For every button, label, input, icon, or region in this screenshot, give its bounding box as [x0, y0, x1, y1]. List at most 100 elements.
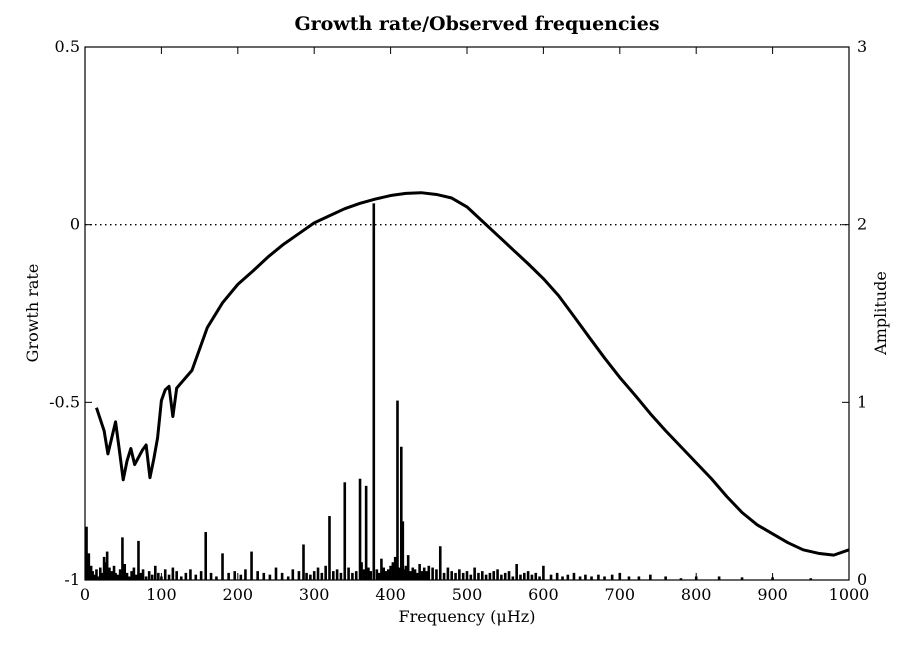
amplitude-bar	[477, 572, 480, 580]
amplitude-bar	[137, 540, 140, 580]
amplitude-bar	[391, 562, 395, 580]
amplitude-bar	[496, 569, 499, 580]
x-tick-label: 200	[223, 585, 254, 604]
amplitude-bar	[664, 576, 667, 580]
amplitude-bar	[809, 578, 813, 580]
amplitude-bar	[404, 565, 408, 580]
amplitude-bar	[110, 571, 114, 580]
amplitude-bar	[367, 567, 370, 580]
left-y-tick-label: 0.5	[55, 37, 80, 56]
amplitude-bar	[362, 569, 366, 580]
amplitude-bar	[132, 567, 136, 580]
amplitude-bar	[139, 572, 143, 580]
amplitude-bar	[446, 567, 450, 580]
amplitude-bar	[291, 569, 295, 580]
right-y-tick-label: 3	[857, 37, 867, 56]
amplitude-bar	[416, 572, 419, 580]
x-tick-label: 800	[681, 585, 712, 604]
amplitude-bar	[377, 572, 381, 580]
amplitude-bar	[372, 203, 376, 580]
amplitude-bar	[420, 571, 424, 580]
amplitude-bar	[233, 571, 237, 580]
amplitude-bar	[297, 571, 301, 580]
amplitude-bar	[209, 572, 213, 580]
amplitude-bar	[199, 571, 203, 580]
amplitude-bar	[507, 571, 511, 580]
growth-rate-series	[95, 191, 850, 557]
amplitude-bar	[411, 567, 415, 580]
amplitude-bar	[101, 572, 104, 580]
right-axis-label: Amplitude	[871, 271, 890, 356]
amplitude-bar	[89, 565, 93, 580]
amplitude-bar	[95, 569, 98, 580]
amplitude-bar	[221, 553, 224, 580]
amplitude-bar	[396, 400, 399, 580]
x-tick-label: 500	[452, 585, 483, 604]
amplitude-bar	[458, 569, 461, 580]
amplitude-bar	[534, 572, 538, 580]
amplitude-bar	[442, 572, 446, 580]
amplitude-bar	[153, 565, 157, 580]
amplitude-bar	[108, 567, 111, 580]
amplitude-bar	[179, 576, 183, 580]
amplitude-bar	[542, 565, 545, 580]
amplitude-bar	[425, 571, 428, 580]
amplitude-bar	[114, 572, 117, 580]
left-axis-ticks: 0.5 0 -0.5 -1	[49, 37, 92, 589]
amplitude-bar	[335, 569, 339, 580]
amplitude-bar	[603, 576, 606, 580]
amplitude-bar	[401, 521, 405, 580]
amplitude-bar	[163, 569, 167, 580]
right-y-tick-label: 2	[857, 215, 867, 234]
amplitude-bar	[435, 569, 438, 580]
amplitude-bar	[549, 574, 553, 580]
amplitude-bar	[584, 574, 587, 580]
growth-rate-line	[95, 191, 850, 557]
amplitude-bar	[597, 574, 600, 580]
amplitude-bar	[87, 553, 91, 580]
x-tick-label: 300	[299, 585, 330, 604]
amplitude-bar	[157, 572, 160, 580]
amplitude-bar	[104, 562, 107, 580]
amplitude-bar	[171, 567, 175, 580]
amplitude-bar	[538, 576, 541, 580]
amplitude-bar	[590, 576, 593, 580]
amplitude-bar	[280, 572, 284, 580]
amplitude-bar	[274, 567, 278, 580]
x-tick-label: 700	[605, 585, 636, 604]
amplitude-bar	[717, 576, 721, 580]
amplitude-bar	[91, 571, 94, 580]
amplitude-bar	[382, 567, 386, 580]
amplitude-bar	[144, 576, 148, 580]
amplitude-bar	[316, 567, 320, 580]
amplitude-bar	[184, 572, 188, 580]
amplitude-bar	[102, 556, 106, 580]
amplitude-bar	[492, 571, 496, 580]
amplitude-bar	[526, 571, 530, 580]
left-y-tick-label: -0.5	[49, 392, 80, 411]
amplitude-bar	[649, 574, 652, 580]
amplitude-bar	[125, 572, 129, 580]
x-tick-label: 400	[375, 585, 406, 604]
amplitude-bar	[403, 569, 406, 580]
amplitude-bar	[384, 571, 388, 580]
amplitude-bar	[339, 572, 343, 580]
amplitude-bar	[740, 577, 744, 580]
right-y-tick-label: 1	[857, 392, 867, 411]
amplitude-bar	[105, 551, 109, 580]
right-y-tick-label: 0	[857, 570, 867, 589]
amplitude-bar	[324, 565, 327, 580]
amplitude-bar	[627, 576, 631, 580]
amplitude-bar	[92, 574, 96, 580]
amplitude-bar	[380, 558, 383, 580]
amplitude-bar	[227, 572, 230, 580]
amplitude-bar	[215, 576, 218, 580]
amplitude-bar	[239, 574, 243, 580]
amplitude-bar	[343, 482, 347, 580]
amplitude-bar	[250, 551, 253, 580]
amplitude-bar	[406, 555, 410, 580]
amplitude-bar	[121, 537, 124, 580]
amplitude-bar	[438, 546, 442, 580]
amplitude-bar	[409, 571, 412, 580]
